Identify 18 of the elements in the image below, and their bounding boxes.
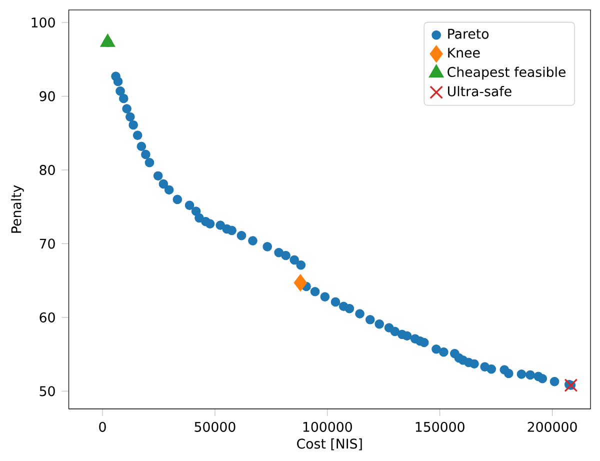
x-axis-title: Cost [NIS] [297,438,362,450]
y-tick-label: 70 [40,238,55,249]
legend-label: Cheapest feasible [448,66,566,80]
point [100,34,116,47]
y-tick-label: 80 [40,164,55,175]
x-tick-label: 150000 [416,422,464,432]
y-axis-title: Penalty [10,185,24,233]
x-tick-label: 50000 [194,422,236,432]
x-tick-label: 100000 [303,422,352,432]
y-tick-label: 90 [40,91,55,102]
x-tick-label: 0 [99,422,106,432]
y-tick-label: 60 [40,312,55,322]
y-tick-label: 50 [40,386,55,396]
y-tick-label: 100 [32,17,55,28]
legend-label: Ultra-safe [448,86,512,96]
x-tick-label: 200000 [528,422,577,432]
legend-label: Knee [448,48,480,58]
legend-label: Pareto [448,28,489,39]
